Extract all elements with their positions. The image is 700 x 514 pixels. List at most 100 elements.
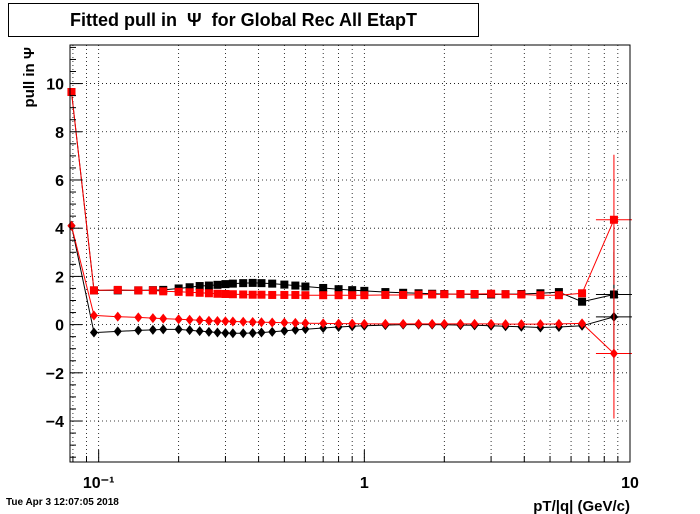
timestamp: Tue Apr 3 12:07:05 2018 [6,497,119,508]
y-axis-label: pull in Ψ [21,47,38,107]
data-point-diamond [159,324,168,335]
series-line [71,91,615,296]
data-point-diamond [185,325,194,336]
data-point-square [609,215,618,224]
data-point-diamond [399,318,408,329]
data-point-square [134,286,143,295]
data-point-diamond [334,318,343,329]
data-point-square [578,289,587,298]
data-point-diamond [280,325,289,336]
data-point-diamond [268,317,277,328]
data-point-square [470,289,479,298]
data-point-diamond [113,311,122,322]
data-point-diamond [213,327,222,338]
grid-lines [70,45,630,462]
data-point-square [89,286,98,295]
data-point-square [213,280,222,289]
y-tick-label: 6 [55,173,64,190]
data-point-diamond [268,326,277,337]
data-point-diamond [159,313,168,324]
data-point-square [517,290,526,299]
data-point-square [221,289,230,298]
data-point-diamond [291,317,300,328]
y-tick-label: 8 [55,125,64,142]
data-point-square [280,280,289,289]
data-point-diamond [428,318,437,329]
data-point-diamond [204,315,213,326]
data-point-diamond [248,328,257,339]
data-point-square [113,285,122,294]
data-point-diamond [554,318,563,329]
data-point-diamond [239,328,248,339]
data-point-diamond [414,318,423,329]
data-point-square [185,288,194,297]
x-tick-label: 10⁻¹ [83,475,115,492]
data-point-square [257,279,266,288]
data-point-diamond [487,318,496,329]
data-point-diamond [185,314,194,325]
axis-ticks: −4 −2 0 2 4 6 8 10 10⁻¹ 1 10 [46,46,639,492]
data-point-diamond [89,310,98,321]
data-point-diamond [291,324,300,335]
y-tick-label: 2 [55,269,64,286]
data-point-diamond [456,318,465,329]
data-point-square [381,290,390,299]
data-point-diamond [134,312,143,323]
data-point-square [248,278,257,287]
data-point-square [239,290,248,299]
x-axis-label: pT/|q| (GeV/c) [533,498,630,514]
y-tick-label: 10 [46,77,64,94]
data-point-diamond [67,220,76,231]
data-point-diamond [228,328,237,339]
y-tick-label: 4 [55,221,64,238]
data-point-diamond [213,315,222,326]
data-point-square [204,281,213,290]
data-point-square [195,282,204,291]
data-point-square [280,290,289,299]
data-point-square [319,291,328,300]
data-point-diamond [228,316,237,327]
data-point-diamond [301,324,310,335]
data-point-square [360,291,369,300]
data-point-square [348,286,357,295]
series-1 [67,88,632,300]
data-point-diamond [348,318,357,329]
x-tick-label: 10 [621,475,639,492]
data-point-square [319,283,328,292]
data-point-diamond [609,348,618,359]
data-point-diamond [134,325,143,336]
data-point-diamond [440,318,449,329]
data-point-diamond [248,316,257,327]
data-point-square [428,290,437,299]
y-tick-label: 0 [55,318,64,335]
data-point-square [334,291,343,300]
data-point-square [268,290,277,299]
data-point-square [204,289,213,298]
data-point-square [456,289,465,298]
series-line [71,91,615,303]
data-point-square [334,285,343,294]
data-point-square [291,290,300,299]
series-3 [67,220,632,419]
data-point-square [148,286,157,295]
data-point-square [228,290,237,299]
series-2 [67,220,632,382]
data-point-square [195,288,204,297]
data-point-diamond [301,318,310,329]
data-point-diamond [148,324,157,335]
y-tick-label: −2 [46,366,64,383]
data-point-diamond [578,318,587,329]
data-point-diamond [257,327,266,338]
data-point-diamond [113,326,122,337]
data-point-diamond [280,317,289,328]
data-point-diamond [381,318,390,329]
data-point-square [213,289,222,298]
data-point-diamond [195,326,204,337]
data-series [67,88,632,419]
data-point-square [228,279,237,288]
data-point-diamond [221,328,230,339]
data-point-diamond [174,324,183,335]
data-point-diamond [148,313,157,324]
data-point-square [268,279,277,288]
